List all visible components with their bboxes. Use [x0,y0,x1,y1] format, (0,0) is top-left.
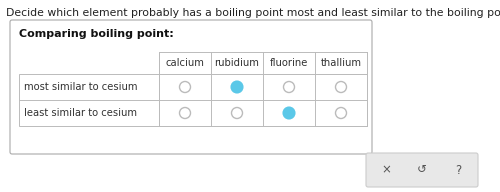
Text: ?: ? [455,164,461,176]
Text: most similar to cesium: most similar to cesium [24,82,138,92]
Circle shape [180,108,190,118]
Text: Decide which element probably has a boiling point most and least similar to the : Decide which element probably has a boil… [6,8,500,18]
Text: ×: × [381,164,391,176]
Circle shape [232,108,242,118]
Circle shape [336,108,346,118]
Bar [159,52,367,126]
FancyBboxPatch shape [366,153,478,187]
Text: rubidium: rubidium [214,58,260,68]
FancyBboxPatch shape [10,20,372,154]
Text: fluorine: fluorine [270,58,308,68]
Bar [19,74,159,126]
Circle shape [180,81,190,93]
Circle shape [336,81,346,93]
Text: ↺: ↺ [417,164,427,176]
Circle shape [232,81,242,93]
Circle shape [284,81,294,93]
Text: Comparing boiling point:: Comparing boiling point: [19,29,174,39]
Circle shape [284,108,294,118]
Text: thallium: thallium [320,58,362,68]
Text: least similar to cesium: least similar to cesium [24,108,137,118]
Text: calcium: calcium [166,58,204,68]
